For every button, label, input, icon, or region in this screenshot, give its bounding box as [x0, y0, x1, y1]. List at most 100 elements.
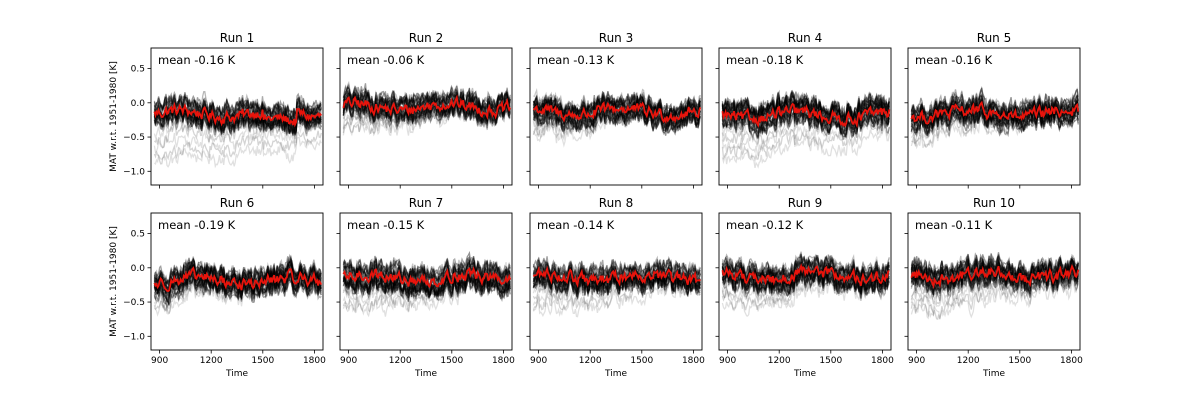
ensemble-member-line	[342, 86, 511, 112]
ensemble-member-line	[721, 90, 890, 128]
ensemble-member-line	[153, 110, 322, 140]
ensemble-member-line	[532, 92, 701, 122]
panel-run-4: Run 4 mean -0.18 K	[715, 31, 892, 189]
ensemble-member-line	[153, 96, 322, 121]
x-tick-label: 1500	[1008, 356, 1031, 366]
ensemble-member-line	[532, 107, 701, 134]
ensemble-member-line	[721, 271, 890, 299]
ensemble-member-line	[533, 88, 701, 117]
panel-run-2: Run 2 mean -0.06 K	[336, 31, 513, 189]
panel-title: Run 3	[599, 31, 633, 45]
ensemble-member-line	[721, 106, 890, 139]
panel-title: Run 7	[409, 196, 443, 210]
ensemble-member-line	[910, 252, 1079, 281]
ensemble-member-line	[153, 90, 322, 120]
panel-run-8: Run 8 mean -0.14 K 900 1200 1500 1800 Time	[526, 196, 705, 379]
ensemble-member-line	[532, 255, 701, 279]
x-tick-label: 1800	[492, 356, 515, 366]
ensemble-member-line	[153, 262, 322, 289]
plot-area	[532, 255, 701, 318]
ensemble-member-line	[153, 109, 322, 135]
ensemble-member-line	[154, 275, 322, 309]
mean-annotation: mean -0.16 K	[915, 53, 993, 67]
ensemble-member-line	[910, 85, 1079, 120]
ensemble-member-line	[532, 256, 701, 279]
ensemble-member-line	[153, 272, 322, 301]
ensemble-member-line	[153, 264, 322, 313]
ensemble-member-line	[342, 85, 511, 112]
ensemble-member-line	[910, 256, 1079, 284]
ensemble-member-line	[721, 271, 890, 312]
ensemble-member-line	[532, 90, 701, 121]
ensemble-member-line	[910, 108, 1079, 138]
ensemble-member-line	[153, 272, 322, 307]
ensemble-member-line	[342, 275, 511, 303]
ensemble-member-line	[153, 269, 322, 315]
ensemble-member-line	[153, 256, 322, 283]
ensemble-member-line	[153, 104, 322, 138]
mean-annotation: mean -0.11 K	[915, 218, 993, 232]
ensemble-mean-line	[721, 102, 891, 129]
ensemble-member-line	[910, 108, 1079, 137]
ensemble-member-line	[153, 270, 322, 298]
ensemble-member-line	[721, 264, 890, 294]
ensemble-member-line	[910, 266, 1079, 295]
ensemble-member-line	[721, 110, 890, 139]
ensemble-member-line	[153, 93, 322, 121]
ensemble-member-line	[342, 98, 511, 128]
ensemble-member-line	[721, 103, 890, 132]
ensemble-member-line	[721, 95, 890, 127]
ensemble-member-line	[154, 255, 322, 287]
ensemble-member-line	[342, 258, 511, 285]
ensemble-member-line	[154, 272, 322, 299]
ensemble-member-line	[532, 272, 701, 301]
ensemble-mean-line	[153, 266, 323, 293]
ensemble-member-line	[533, 108, 701, 133]
ensemble-member-line	[342, 84, 511, 114]
plot-area	[910, 252, 1080, 320]
ensemble-member-line	[342, 267, 511, 298]
ensemble-member-line	[532, 96, 701, 120]
ensemble-member-line	[910, 268, 1079, 296]
ensemble-member-line	[910, 92, 1079, 119]
mean-annotation: mean -0.06 K	[347, 53, 425, 67]
ensemble-member-line	[910, 87, 1079, 118]
ensemble-member-line	[721, 106, 890, 149]
ensemble-member-line	[722, 267, 890, 296]
ensemble-member-line	[153, 107, 322, 136]
ensemble-member-line	[721, 256, 890, 288]
ensemble-member-line	[721, 93, 890, 122]
ensemble-member-line	[721, 109, 890, 139]
x-tick-label: 1500	[630, 356, 653, 366]
ensemble-member-line	[342, 259, 511, 288]
ensemble-member-line	[532, 91, 701, 120]
ensemble-member-line	[910, 93, 1079, 118]
ensemble-member-line	[721, 276, 890, 317]
plot-area	[342, 80, 512, 137]
ensemble-member-line	[910, 104, 1079, 150]
ensemble-member-line	[342, 255, 511, 279]
mean-annotation: mean -0.14 K	[537, 218, 615, 232]
x-tick-label: 900	[530, 356, 547, 366]
plot-area	[721, 89, 891, 169]
ensemble-member-line	[910, 252, 1079, 281]
ensemble-member-line	[910, 98, 1079, 123]
ensemble-member-line	[342, 87, 511, 112]
axes-frame	[529, 47, 703, 186]
ensemble-member-line	[532, 105, 701, 134]
ensemble-member-line	[910, 106, 1079, 136]
x-axis-label: Time	[982, 369, 1005, 379]
y-axis-label: MAT w.r.t. 1951-1980 [K]	[109, 61, 119, 172]
x-tick-label: 1800	[871, 356, 894, 366]
ensemble-member-line	[721, 91, 890, 122]
ensemble-member-line	[153, 106, 322, 135]
ensemble-member-line	[153, 107, 322, 137]
ensemble-member-line	[721, 90, 890, 120]
ensemble-member-line	[532, 274, 701, 298]
panel-title: Run 6	[220, 196, 254, 210]
panel-title: Run 5	[977, 31, 1011, 45]
ensemble-member-line	[721, 253, 890, 278]
ensemble-member-line	[910, 111, 1079, 138]
ensemble-member-line	[342, 273, 511, 299]
